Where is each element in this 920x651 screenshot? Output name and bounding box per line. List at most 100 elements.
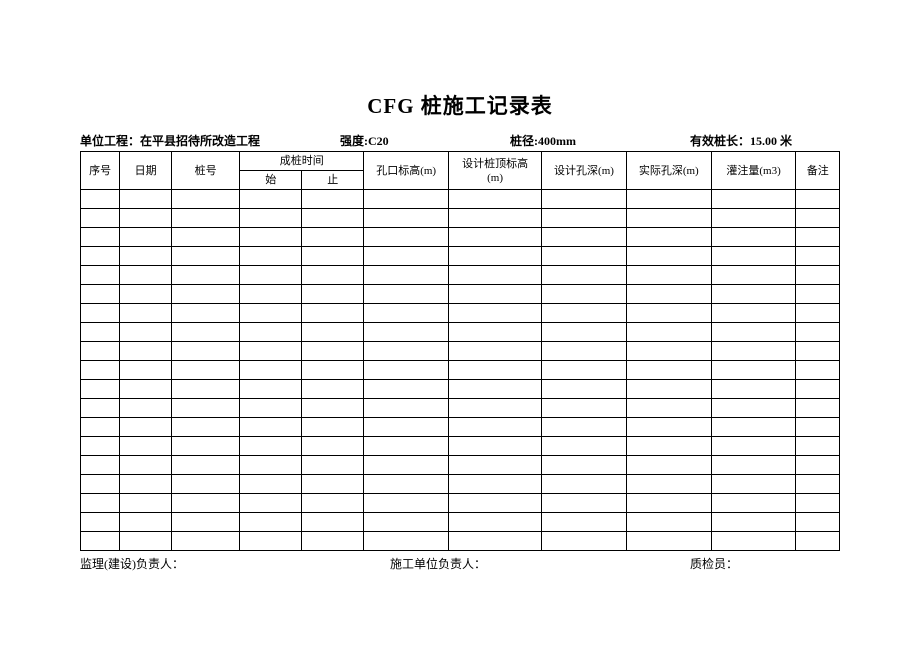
table-cell <box>302 418 364 437</box>
table-cell <box>711 285 796 304</box>
table-cell <box>449 380 542 399</box>
table-cell <box>302 285 364 304</box>
table-cell <box>81 228 120 247</box>
table-cell <box>542 532 627 551</box>
table-cell <box>364 380 449 399</box>
table-cell <box>120 456 172 475</box>
table-cell <box>240 266 302 285</box>
info-project: 单位工程：在平县招待所改造工程 <box>80 132 340 149</box>
table-cell <box>171 304 239 323</box>
table-cell <box>626 513 711 532</box>
table-cell <box>796 247 840 266</box>
col-pile-no: 桩号 <box>171 152 239 190</box>
col-date: 日期 <box>120 152 172 190</box>
table-cell <box>302 399 364 418</box>
table-cell <box>542 380 627 399</box>
table-cell <box>302 437 364 456</box>
table-cell <box>81 285 120 304</box>
footer-supervisor: 监理(建设)负责人： <box>80 555 390 572</box>
table-cell <box>449 228 542 247</box>
table-cell <box>796 532 840 551</box>
table-row <box>81 304 840 323</box>
table-row <box>81 418 840 437</box>
table-cell <box>711 456 796 475</box>
table-cell <box>302 228 364 247</box>
table-cell <box>240 437 302 456</box>
table-cell <box>302 456 364 475</box>
table-cell <box>120 399 172 418</box>
table-cell <box>240 209 302 228</box>
table-cell <box>711 342 796 361</box>
table-cell <box>240 304 302 323</box>
table-cell <box>542 209 627 228</box>
table-cell <box>626 190 711 209</box>
table-cell <box>302 247 364 266</box>
table-cell <box>81 380 120 399</box>
table-cell <box>81 361 120 380</box>
table-cell <box>120 418 172 437</box>
table-cell <box>711 304 796 323</box>
table-cell <box>364 456 449 475</box>
table-cell <box>796 513 840 532</box>
table-cell <box>240 418 302 437</box>
table-row <box>81 475 840 494</box>
table-cell <box>449 285 542 304</box>
table-cell <box>542 475 627 494</box>
table-cell <box>796 304 840 323</box>
table-cell <box>449 456 542 475</box>
info-strength: 强度:C20 <box>340 132 510 149</box>
table-cell <box>302 190 364 209</box>
table-cell <box>626 266 711 285</box>
table-cell <box>120 247 172 266</box>
table-cell <box>711 361 796 380</box>
table-cell <box>120 342 172 361</box>
table-cell <box>449 266 542 285</box>
table-cell <box>449 247 542 266</box>
table-cell <box>302 475 364 494</box>
table-cell <box>81 475 120 494</box>
table-cell <box>302 380 364 399</box>
table-cell <box>171 380 239 399</box>
footer-contractor: 施工单位负责人： <box>390 555 690 572</box>
table-cell <box>120 437 172 456</box>
table-cell <box>626 342 711 361</box>
table-row <box>81 513 840 532</box>
table-cell <box>81 513 120 532</box>
table-cell <box>302 323 364 342</box>
info-strength-label: 强度: <box>340 134 368 148</box>
table-cell <box>711 228 796 247</box>
col-end: 止 <box>302 171 364 190</box>
table-cell <box>542 304 627 323</box>
table-cell <box>81 399 120 418</box>
table-cell <box>120 190 172 209</box>
info-strength-value: C20 <box>368 134 389 148</box>
table-cell <box>626 361 711 380</box>
table-cell <box>302 513 364 532</box>
table-cell <box>120 532 172 551</box>
table-cell <box>120 266 172 285</box>
table-cell <box>364 399 449 418</box>
table-cell <box>240 361 302 380</box>
table-row <box>81 342 840 361</box>
table-cell <box>364 304 449 323</box>
info-length: 有效桩长：15.00 米 <box>690 132 840 149</box>
table-cell <box>364 285 449 304</box>
table-cell <box>626 304 711 323</box>
col-actual-depth: 实际孔深(m) <box>626 152 711 190</box>
table-cell <box>81 342 120 361</box>
table-cell <box>796 361 840 380</box>
table-cell <box>240 380 302 399</box>
footer-row: 监理(建设)负责人： 施工单位负责人： 质检员： <box>80 555 840 572</box>
table-cell <box>711 323 796 342</box>
col-remark: 备注 <box>796 152 840 190</box>
info-length-label: 有效桩长： <box>690 134 750 148</box>
col-seq: 序号 <box>81 152 120 190</box>
table-cell <box>626 209 711 228</box>
table-cell <box>240 228 302 247</box>
table-cell <box>240 323 302 342</box>
table-cell <box>364 190 449 209</box>
table-cell <box>171 456 239 475</box>
table-cell <box>120 323 172 342</box>
table-cell <box>626 399 711 418</box>
table-cell <box>364 323 449 342</box>
